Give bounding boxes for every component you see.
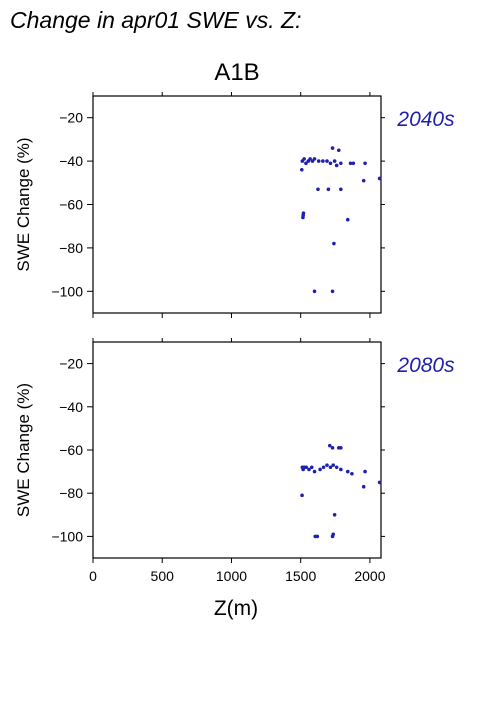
y-tick-label: −20 — [59, 356, 83, 372]
data-point — [312, 289, 317, 294]
y-tick-label: −60 — [59, 442, 83, 458]
data-point — [345, 469, 350, 474]
y-tick-label: −100 — [51, 283, 83, 299]
data-point — [318, 467, 322, 472]
data-point — [330, 289, 335, 294]
data-point — [327, 443, 332, 448]
data-point — [315, 534, 320, 539]
data-point — [332, 241, 336, 246]
data-point — [377, 176, 382, 181]
data-point — [328, 161, 333, 166]
data-point — [330, 146, 335, 150]
x-tick-label: 1500 — [285, 568, 316, 584]
plot-frame — [92, 95, 382, 314]
x-axis-label: Z(m) — [214, 597, 258, 620]
y-axis-label: SWE Change (%) — [14, 137, 33, 271]
data-point — [308, 157, 312, 161]
data-point — [312, 157, 317, 161]
data-point — [351, 161, 356, 166]
data-point — [361, 484, 366, 489]
data-point — [321, 465, 326, 470]
data-point — [331, 463, 336, 467]
data-point — [316, 187, 320, 192]
data-point — [350, 471, 354, 476]
y-tick-label: −80 — [59, 240, 83, 256]
y-tick-label: −20 — [59, 110, 83, 126]
data-point — [325, 463, 329, 467]
y-tick-label: −60 — [59, 197, 83, 213]
data-point — [332, 159, 337, 163]
data-point — [348, 161, 353, 166]
period-label: 2080s — [396, 354, 455, 377]
data-point — [325, 159, 329, 163]
y-axis-label: SWE Change (%) — [14, 383, 33, 517]
data-point — [330, 446, 335, 450]
plot-frame — [92, 341, 382, 559]
data-point — [361, 178, 366, 183]
y-tick-label: −40 — [59, 399, 83, 415]
data-point — [363, 161, 367, 166]
data-point — [339, 161, 343, 166]
scenario-title: A1B — [214, 59, 259, 86]
x-tick-label: 500 — [151, 568, 175, 584]
data-point — [309, 465, 314, 470]
page-title: Change in apr01 SWE vs. Z: — [10, 7, 301, 33]
x-tick-label: 2000 — [354, 568, 385, 584]
data-point — [304, 465, 309, 470]
data-point — [300, 493, 304, 498]
data-point — [300, 167, 304, 172]
data-point — [304, 161, 308, 166]
data-point — [301, 215, 305, 220]
data-point — [377, 480, 382, 485]
data-point — [321, 159, 325, 163]
data-point — [332, 513, 337, 517]
data-point — [328, 465, 333, 470]
y-tick-label: −80 — [59, 485, 83, 501]
x-tick-label: 1000 — [216, 568, 247, 584]
data-point — [334, 163, 339, 168]
data-point — [339, 187, 343, 192]
data-point — [326, 187, 331, 192]
data-point — [312, 469, 317, 474]
data-point — [339, 467, 343, 472]
data-point — [345, 217, 350, 222]
data-point — [307, 467, 311, 472]
y-tick-label: −40 — [59, 153, 83, 169]
data-point — [334, 465, 339, 470]
period-label: 2040s — [396, 108, 455, 131]
data-point — [363, 469, 367, 474]
data-point — [336, 148, 341, 153]
panel-2040s: −20 −40 −60 −80 −100 SWE Change (%) 2040s — [14, 92, 455, 318]
panel-2080s: −20 −40 −60 −80 −100 0 500 1000 1500 2000 SWE Chan… — [14, 338, 455, 620]
x-tick-label: 0 — [89, 568, 97, 584]
data-point — [316, 159, 321, 163]
y-tick-label: −100 — [51, 528, 83, 544]
data-point — [339, 446, 343, 450]
data-point — [302, 157, 306, 161]
data-point — [331, 532, 336, 537]
